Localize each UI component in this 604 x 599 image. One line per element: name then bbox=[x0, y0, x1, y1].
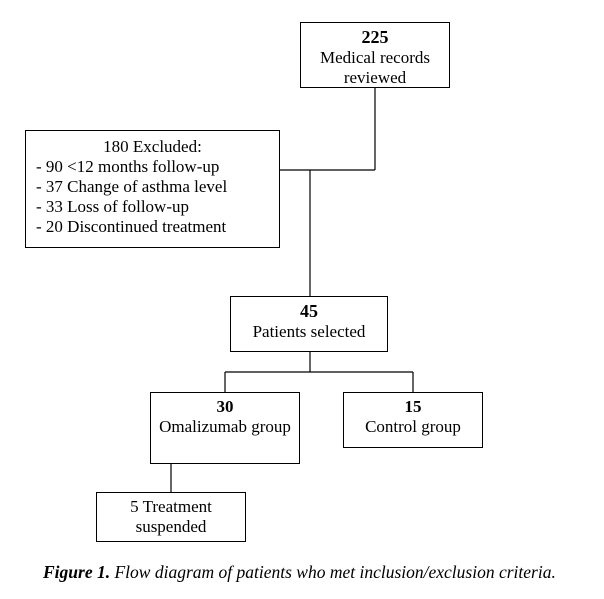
node-reviewed-count: 225 bbox=[362, 27, 389, 47]
node-excluded-line: - 90 <12 months follow-up bbox=[36, 157, 269, 177]
figure-caption-label: Figure 1. bbox=[43, 562, 110, 582]
node-control-label: Control group bbox=[350, 417, 476, 437]
node-suspended-label: 5 Treatment suspended bbox=[103, 497, 239, 537]
node-control: 15 Control group bbox=[343, 392, 483, 448]
node-omalizumab-label: Omalizumab group bbox=[157, 417, 293, 437]
node-excluded-line: - 37 Change of asthma level bbox=[36, 177, 269, 197]
node-excluded: 180 Excluded: - 90 <12 months follow-up … bbox=[25, 130, 280, 248]
node-omalizumab-count: 30 bbox=[217, 397, 234, 416]
flow-diagram: 225 Medical records reviewed 180 Exclude… bbox=[0, 0, 604, 599]
figure-caption: Figure 1. Flow diagram of patients who m… bbox=[43, 562, 556, 583]
node-reviewed: 225 Medical records reviewed bbox=[300, 22, 450, 88]
node-omalizumab: 30 Omalizumab group bbox=[150, 392, 300, 464]
node-reviewed-label: Medical records reviewed bbox=[307, 48, 443, 88]
node-suspended: 5 Treatment suspended bbox=[96, 492, 246, 542]
node-excluded-line: - 33 Loss of follow-up bbox=[36, 197, 269, 217]
node-selected: 45 Patients selected bbox=[230, 296, 388, 352]
node-selected-count: 45 bbox=[300, 301, 318, 321]
node-excluded-line: - 20 Discontinued treatment bbox=[36, 217, 269, 237]
figure-caption-text: Flow diagram of patients who met inclusi… bbox=[110, 562, 556, 582]
node-selected-label: Patients selected bbox=[237, 322, 381, 342]
node-excluded-title: 180 Excluded: bbox=[36, 137, 269, 157]
node-control-count: 15 bbox=[405, 397, 422, 416]
